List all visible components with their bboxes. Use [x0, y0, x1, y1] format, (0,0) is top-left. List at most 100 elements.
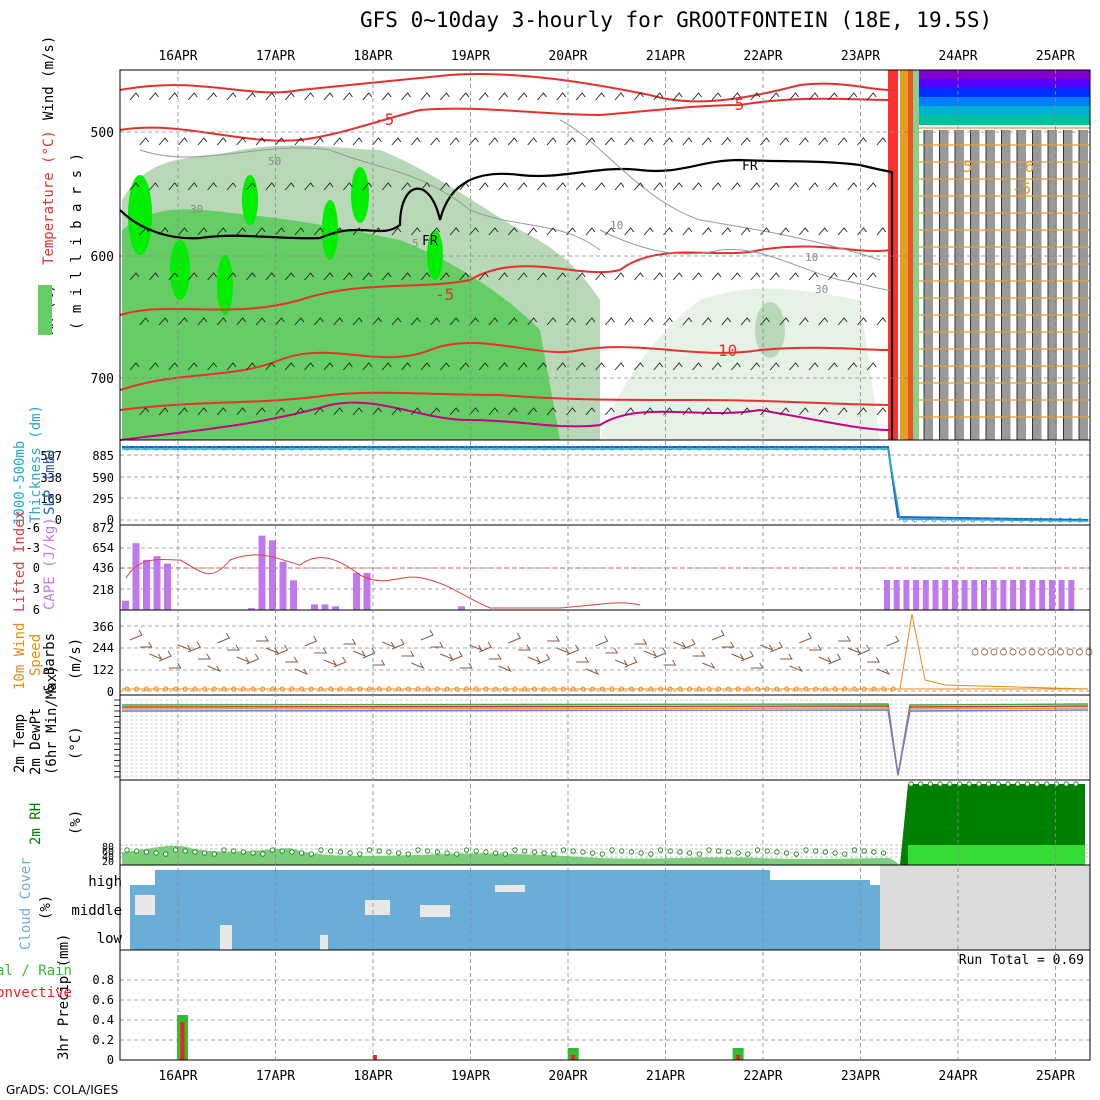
contour-label: -5: [1012, 179, 1031, 198]
wind-barb: [430, 227, 441, 236]
thickness-marker: [357, 445, 363, 451]
thickness-marker: [347, 445, 353, 451]
rh2m-marker: [221, 847, 227, 853]
wind-barb: [275, 407, 285, 416]
temperature-contour: [119, 245, 891, 316]
wind-barb: [226, 362, 237, 371]
thickness-marker: [337, 445, 343, 451]
thickness-axis-label-2: Thickness (dm): [28, 405, 44, 523]
wind-barb: [556, 182, 567, 191]
wind-barb: [207, 272, 217, 281]
wind-circle: [1009, 648, 1017, 656]
wind-barb: [323, 272, 334, 281]
precip-total-legend: Total / Rain: [0, 963, 72, 979]
wind-barb: [750, 182, 761, 191]
wind-barb: [498, 665, 512, 673]
wind-barb: [401, 650, 415, 657]
temperature-contour: [119, 391, 891, 411]
wind-barb: [682, 317, 693, 326]
hatch-column: [1048, 130, 1057, 440]
precip-conv-bar: [372, 1055, 377, 1060]
rh2m-marker: [813, 848, 819, 854]
wind-barb: [653, 362, 664, 371]
wind-barb: [575, 362, 586, 371]
wind-barb: [692, 182, 702, 191]
thickness-marker: [211, 445, 217, 451]
rh2m-tick-label: 40: [102, 852, 114, 863]
wind-barb: [313, 407, 324, 416]
wind-circle: [1047, 648, 1055, 656]
thickness-marker: [1038, 517, 1044, 523]
wind-barb: [701, 407, 712, 416]
hatch-column: [955, 130, 964, 440]
chart-title: GFS 0~10day 3-hourly for GROOTFONTEIN (1…: [360, 8, 993, 32]
wind-barb: [275, 227, 285, 236]
wind-barb: [585, 137, 596, 146]
wind-barb: [682, 227, 693, 236]
rh2m-marker: [745, 851, 751, 857]
wind-barb: [537, 92, 547, 101]
wind-barb: [672, 182, 683, 191]
wind-barb: [740, 137, 751, 146]
wind-barb: [149, 272, 159, 281]
bottom-date-label: 18APR: [353, 1069, 392, 1084]
thickness-marker: [1048, 517, 1053, 523]
rh2m-marker: [1053, 781, 1060, 787]
cape-bar: [1000, 580, 1007, 610]
rh2m-marker: [298, 850, 305, 856]
thickness-marker: [745, 445, 751, 451]
hatch-column: [1063, 130, 1073, 440]
temp-line: [121, 709, 1089, 776]
wind-speed-spike: [899, 613, 1089, 690]
wind-barb: [304, 635, 318, 647]
thickness-marker: [134, 445, 140, 451]
rh2m-marker: [211, 851, 217, 857]
wind-barb: [168, 662, 182, 669]
temp-line: [121, 703, 1089, 776]
rh2m-marker: [735, 850, 741, 856]
wind-barb: [508, 632, 522, 644]
wind-barb: [866, 92, 877, 101]
thickness-marker: [541, 445, 547, 451]
wind-barb: [643, 650, 658, 658]
wind-barb: [634, 638, 648, 645]
pressure-tick-label: 500: [91, 126, 114, 141]
slp-tick-label: 590: [92, 471, 114, 485]
rh2m-marker: [774, 849, 780, 855]
wind-barb: [876, 407, 887, 416]
temp2m-unit-label: (°C): [68, 726, 84, 760]
wind-barb: [323, 182, 334, 191]
magenta-contour: [119, 401, 891, 441]
rh2m-marker: [716, 848, 722, 854]
wind-barb: [886, 635, 900, 647]
wind-barb: [440, 182, 450, 191]
orange-strip: [900, 70, 908, 440]
wind-barb: [857, 644, 871, 656]
wind-barb: [420, 92, 431, 101]
wind-barb: [731, 182, 741, 191]
wind-barb: [760, 227, 770, 236]
wind-barb: [478, 182, 489, 191]
wind-barb: [158, 407, 169, 416]
wind-barb: [614, 659, 629, 667]
wind-barb: [653, 182, 664, 191]
thickness-marker: [260, 445, 266, 451]
wind-barb: [158, 227, 169, 236]
contour-label: FR: [742, 159, 758, 174]
wind-barb: [401, 182, 411, 191]
cloud-cover-area: [130, 885, 880, 950]
bottom-date-label: 17APR: [256, 1069, 295, 1084]
wind-barb: [313, 137, 324, 146]
wind-barb: [410, 407, 421, 416]
wind-barb: [614, 182, 625, 191]
rh2m-marker: [415, 847, 421, 853]
wind-barb: [760, 317, 770, 326]
cape-bar: [1068, 580, 1075, 610]
wind-barb: [546, 227, 557, 236]
rh-legend-swatch: [38, 285, 52, 335]
thickness-marker: [483, 445, 489, 451]
rh2m-marker: [1024, 781, 1031, 787]
rh2m-marker: [822, 849, 829, 855]
thickness-marker: [696, 445, 702, 451]
wind-barb: [469, 137, 479, 146]
